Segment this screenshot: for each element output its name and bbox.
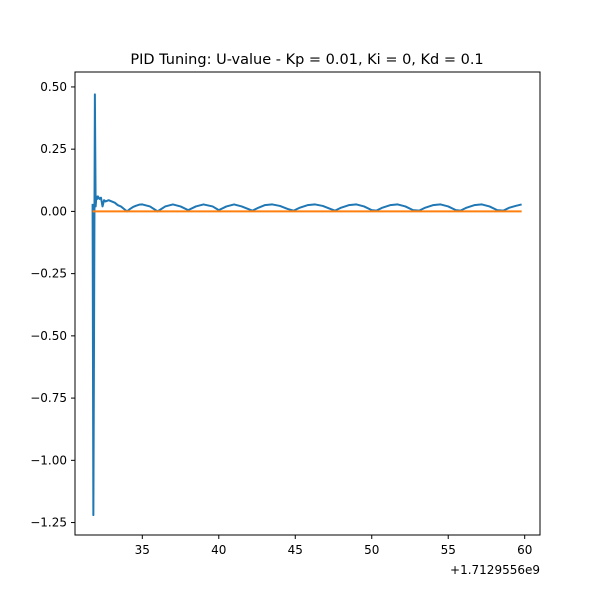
y-tick-label: −0.50 [30, 329, 67, 343]
y-tick-label: 0.25 [40, 142, 67, 156]
y-tick-label: 0.50 [40, 80, 67, 94]
x-offset-label: +1.7129556e9 [450, 563, 540, 577]
x-tick-label: 55 [441, 543, 456, 557]
x-axis: 35 40 45 50 55 60 [135, 535, 532, 557]
y-tick-label: −0.75 [30, 391, 67, 405]
x-tick-label: 40 [211, 543, 226, 557]
y-tick-label: −0.25 [30, 267, 67, 281]
series-line-1 [91, 93, 522, 517]
plot-area [91, 93, 522, 517]
x-tick-label: 50 [364, 543, 379, 557]
x-tick-label: 60 [517, 543, 532, 557]
y-axis: 0.50 0.25 0.00 −0.25 −0.50 −0.75 −1.00 −1.25 [30, 80, 75, 530]
x-tick-label: 45 [288, 543, 303, 557]
x-tick-label: 35 [135, 543, 150, 557]
y-tick-label: 0.00 [40, 204, 67, 218]
y-tick-label: −1.00 [30, 453, 67, 467]
chart-title: PID Tuning: U-value - Kp = 0.01, Ki = 0,… [130, 52, 483, 68]
axes-frame [74, 71, 541, 536]
y-tick-label: −1.25 [30, 516, 67, 530]
